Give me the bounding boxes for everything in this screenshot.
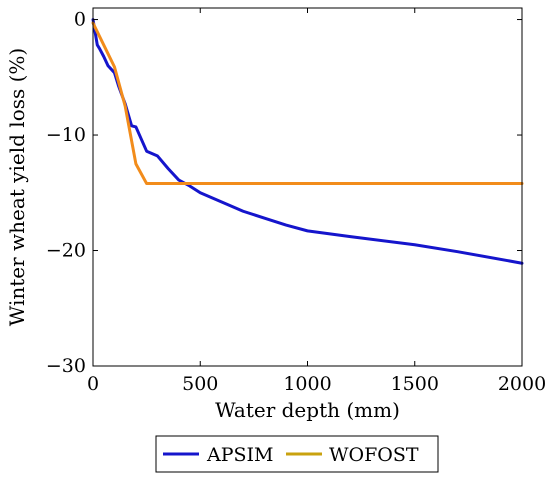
series-line-wofost [91, 21, 524, 186]
y-tick-label: −10 [46, 124, 86, 146]
y-tick-label: −30 [46, 355, 86, 377]
x-tick-label: 1500 [391, 373, 439, 395]
x-tick-label: 500 [182, 373, 218, 395]
legend: APSIM WOFOST [155, 435, 439, 473]
legend-label-wofost: WOFOST [329, 444, 419, 466]
series-line-apsim [91, 18, 524, 265]
x-axis-title: Water depth (mm) [215, 398, 400, 422]
plot-area-frame [92, 7, 523, 367]
x-tick-label: 2000 [498, 373, 546, 395]
x-tick-label: 0 [87, 373, 99, 395]
plot-series-layer [91, 18, 524, 265]
x-tick-label: 1000 [283, 373, 331, 395]
legend-label-apsim: APSIM [206, 444, 273, 466]
y-tick-label: 0 [74, 9, 86, 31]
y-axis-title: Winter wheat yield loss (%) [5, 48, 29, 326]
axis-tick-labels: 0 500 1000 1500 2000 0 −10 −20 −30 [46, 9, 546, 395]
axis-ticks [92, 8, 523, 367]
y-tick-label: −20 [46, 240, 86, 262]
